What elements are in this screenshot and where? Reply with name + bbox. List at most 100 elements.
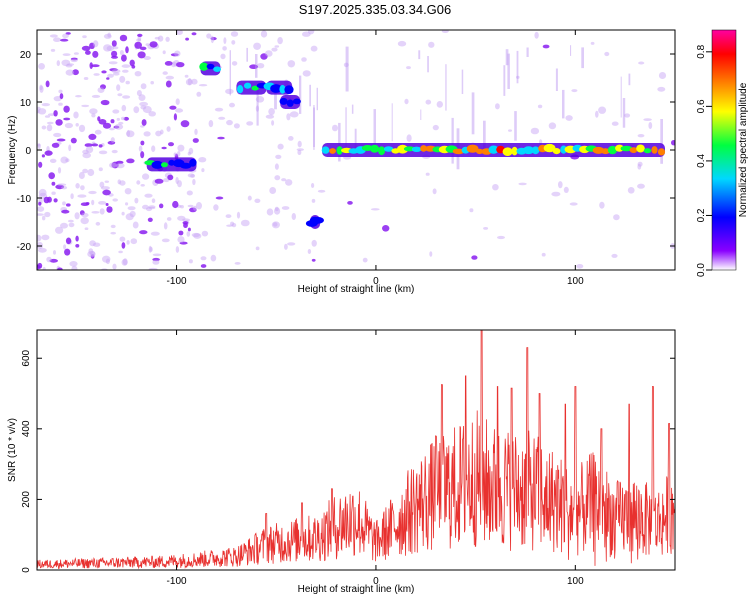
noise-speckle [165, 36, 170, 42]
noise-speckle [139, 230, 148, 235]
noise-speckle [133, 106, 140, 114]
noise-speckle [89, 240, 96, 247]
noise-speckle [441, 30, 449, 33]
colorbar: 0.0 0.2 0.4 0.6 0.8 Normalized spectral ampl… [696, 29, 749, 277]
colorbar-gradient [711, 29, 737, 271]
colorbar-tick-label: 0.2 [696, 208, 707, 222]
spectrogram-y-ticks: -20 -10 0 10 20 [17, 50, 675, 253]
noise-speckle [38, 247, 47, 253]
noise-speckle [91, 94, 101, 98]
noise-speckle [81, 104, 90, 108]
noise-speckle [297, 149, 302, 155]
noise-speckle [253, 42, 261, 50]
noise-speckle [658, 72, 667, 79]
signal-blob [531, 146, 540, 155]
noise-speckle [332, 124, 338, 132]
noise-speckle [82, 168, 88, 174]
noise-streak [354, 128, 357, 148]
noise-speckle [530, 127, 540, 135]
signal-blob [336, 146, 343, 155]
noise-speckle [46, 121, 54, 125]
noise-speckle [109, 127, 115, 131]
noise-speckle [41, 103, 50, 107]
noise-speckle [112, 72, 120, 76]
y-tick-label: 20 [20, 50, 32, 61]
noise-speckle [193, 205, 197, 211]
noise-speckle [84, 143, 93, 148]
noise-speckle [68, 144, 72, 152]
signal-blob [466, 144, 479, 153]
noise-speckle [68, 222, 75, 228]
noise-speckle [62, 53, 71, 56]
noise-speckle [180, 120, 190, 128]
signal-blob [279, 84, 286, 94]
noise-speckle [301, 57, 307, 62]
noise-speckle [266, 208, 274, 216]
noise-speckle [118, 250, 123, 254]
noise-speckle [274, 175, 281, 181]
noise-speckle [116, 117, 121, 121]
noise-speckle [162, 50, 166, 55]
noise-speckle [59, 93, 64, 100]
noise-speckle [508, 129, 512, 132]
noise-speckle [138, 145, 143, 152]
x-tick-label: -100 [167, 276, 187, 287]
signal-blob [244, 82, 252, 89]
noise-speckle [37, 262, 43, 269]
noise-streak [418, 50, 421, 60]
signal-blob [321, 146, 330, 154]
noise-speckle [265, 50, 273, 57]
signal-blob [270, 84, 282, 93]
noise-speckle [129, 210, 136, 218]
noise-speckle [51, 191, 56, 195]
noise-speckle [41, 154, 46, 158]
noise-speckle [425, 99, 432, 105]
noise-speckle [102, 122, 112, 129]
noise-speckle [51, 181, 56, 186]
noise-speckle [97, 87, 105, 93]
noise-speckle [81, 45, 91, 51]
noise-speckle [66, 203, 71, 207]
noise-speckle [87, 168, 95, 177]
noise-speckle [254, 198, 261, 203]
noise-speckle [147, 217, 153, 222]
noise-speckle [637, 183, 645, 189]
noise-speckle [144, 193, 153, 198]
noise-speckle [148, 267, 158, 270]
noise-speckle [140, 140, 145, 146]
noise-speckle [51, 142, 60, 148]
signal-blob [199, 62, 209, 71]
noise-speckle [100, 99, 110, 106]
noise-speckle [53, 37, 61, 42]
signal-blob [213, 66, 222, 72]
noise-speckle [107, 73, 114, 78]
noise-speckle [98, 167, 103, 172]
noise-speckle [287, 60, 296, 68]
colorbar-ticks: 0.0 0.2 0.4 0.6 0.8 [696, 44, 712, 277]
noise-speckle [136, 180, 141, 185]
noise-speckle [277, 143, 284, 150]
noise-speckle [140, 125, 145, 128]
noise-speckle [124, 188, 132, 195]
noise-speckle [136, 38, 142, 42]
noise-speckle [37, 143, 41, 150]
noise-speckle [175, 108, 184, 113]
noise-speckle [230, 221, 235, 226]
signal-blob [543, 143, 556, 153]
noise-speckle [78, 124, 86, 133]
noise-speckle [149, 41, 158, 48]
noise-streak [581, 47, 584, 69]
noise-speckle [142, 204, 149, 210]
noise-speckle [39, 84, 43, 91]
noise-speckle [140, 105, 147, 110]
noise-streak [246, 47, 248, 62]
noise-speckle [46, 256, 52, 263]
noise-speckle [175, 30, 183, 35]
noise-speckle [41, 234, 50, 241]
noise-speckle [112, 46, 119, 50]
noise-speckle [643, 118, 652, 121]
noise-speckle [218, 116, 226, 120]
signal-blob [180, 162, 192, 169]
noise-streak [299, 75, 302, 114]
noise-speckle [73, 111, 79, 119]
